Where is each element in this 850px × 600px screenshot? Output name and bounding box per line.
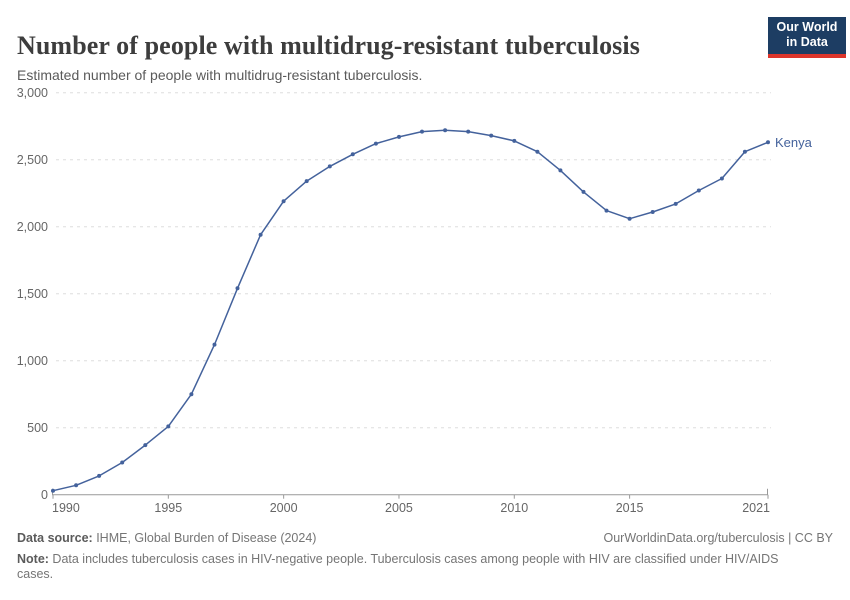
data-point[interactable] [327, 164, 332, 169]
data-point[interactable] [443, 128, 448, 133]
y-tick-label: 0 [41, 488, 48, 502]
note-text: Data includes tuberculosis cases in HIV-… [17, 551, 779, 582]
chart-subtitle: Estimated number of people with multidru… [17, 67, 423, 83]
data-point[interactable] [212, 342, 217, 347]
data-point[interactable] [604, 208, 609, 213]
data-point[interactable] [143, 443, 148, 448]
data-point[interactable] [742, 149, 747, 154]
series-label-kenya[interactable]: Kenya [775, 135, 813, 150]
data-point[interactable] [535, 149, 540, 154]
data-point[interactable] [189, 392, 194, 397]
y-tick-label: 500 [27, 421, 48, 435]
x-tick-label: 2000 [270, 501, 298, 515]
data-point[interactable] [673, 201, 678, 206]
data-point[interactable] [235, 286, 240, 291]
data-point[interactable] [719, 176, 724, 181]
data-point[interactable] [373, 141, 378, 146]
chart-note: Note: Data includes tuberculosis cases i… [17, 552, 817, 583]
data-point[interactable] [281, 199, 286, 204]
chart-footer: Data source: IHME, Global Burden of Dise… [17, 531, 833, 583]
line-chart[interactable]: 0 500 1,000 1,500 2,000 2,500 3,000 1990 1995 200… [0, 0, 850, 528]
data-point[interactable] [166, 424, 171, 429]
owid-logo-line2: in Data [786, 35, 828, 49]
data-point[interactable] [120, 460, 125, 465]
x-tick-label: 2010 [500, 501, 528, 515]
y-tick-label: 1,000 [17, 354, 48, 368]
y-tick-label: 2,500 [17, 153, 48, 167]
y-tick-label: 3,000 [17, 86, 48, 100]
data-point[interactable] [51, 488, 55, 493]
data-point[interactable] [258, 232, 263, 237]
data-point[interactable] [489, 133, 494, 138]
data-source: Data source: IHME, Global Burden of Dise… [17, 531, 316, 547]
owid-logo: Our World in Data [768, 17, 846, 58]
data-point[interactable] [696, 188, 701, 193]
data-point[interactable] [304, 179, 309, 184]
data-source-text: IHME, Global Burden of Disease (2024) [92, 531, 317, 545]
x-tick-label: 1990 [52, 501, 80, 515]
y-tick-label: 2,000 [17, 220, 48, 234]
data-point[interactable] [581, 189, 586, 194]
data-point[interactable] [650, 210, 655, 214]
data-source-label: Data source: [17, 531, 93, 545]
data-point[interactable] [558, 168, 563, 173]
note-label: Note: [17, 551, 49, 566]
data-point[interactable] [74, 483, 79, 488]
data-point[interactable] [420, 129, 424, 134]
x-tick-label: 2015 [616, 501, 644, 515]
data-point[interactable] [97, 473, 102, 478]
series-line-kenya[interactable] [52, 129, 769, 492]
owid-logo-line1: Our World [776, 20, 838, 34]
data-point[interactable] [397, 134, 401, 139]
chart-title: Number of people with multidrug-resistan… [17, 31, 640, 61]
x-tick-label: 2005 [385, 501, 413, 515]
data-point[interactable] [512, 138, 517, 143]
data-point[interactable] [627, 216, 632, 221]
x-tick-label: 2021 [742, 501, 770, 515]
data-point[interactable] [766, 140, 770, 145]
y-tick-label: 1,500 [17, 287, 48, 301]
data-point[interactable] [350, 152, 355, 157]
owid-link[interactable]: OurWorldinData.org/tuberculosis | CC BY [603, 531, 834, 545]
data-point[interactable] [466, 129, 471, 134]
x-tick-label: 1995 [154, 501, 182, 515]
